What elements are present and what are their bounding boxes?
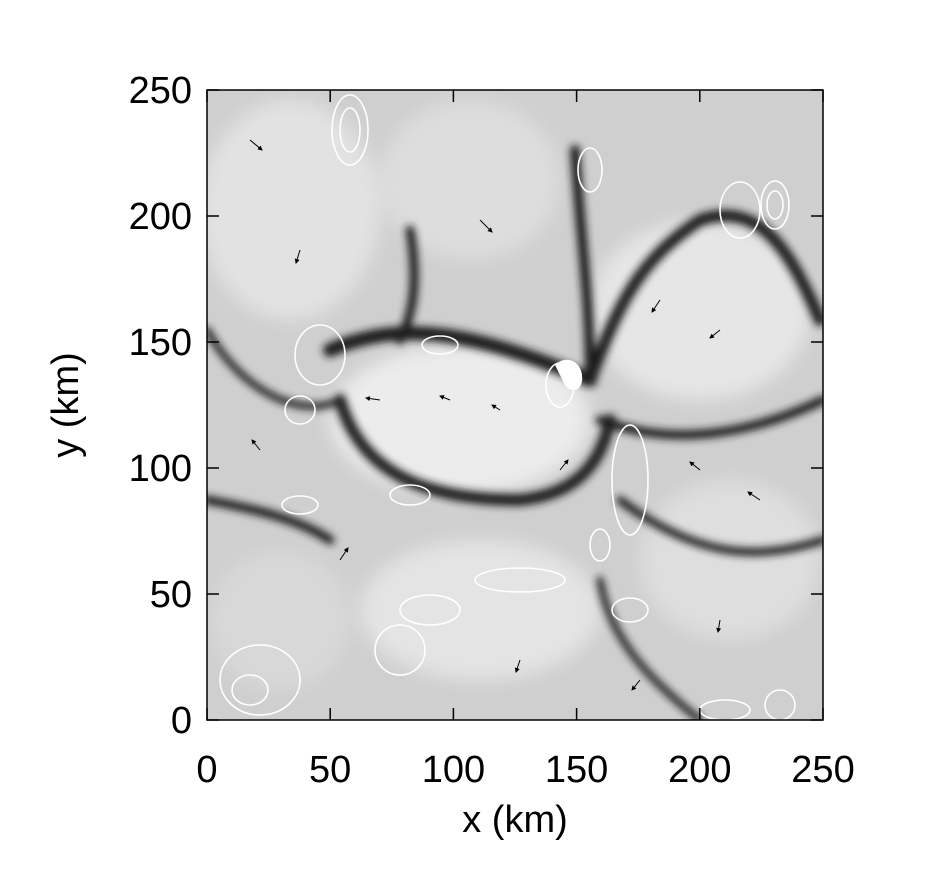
y-axis-label: y (km)	[45, 352, 87, 458]
plot-frame	[206, 89, 824, 721]
y-tick-label: 250	[129, 70, 192, 112]
y-tick-label: 200	[129, 196, 192, 238]
x-tick-label: 200	[668, 749, 731, 791]
x-tick-label: 0	[196, 749, 217, 791]
x-tick-label: 150	[545, 749, 608, 791]
x-tick-label: 100	[422, 749, 485, 791]
y-tick-label: 0	[171, 700, 192, 742]
y-tick-label: 100	[129, 448, 192, 490]
x-tick-label: 250	[791, 749, 854, 791]
y-tick-label: 50	[150, 574, 192, 616]
y-tick-label: 150	[129, 322, 192, 364]
field-image	[207, 90, 823, 720]
x-axis-label: x (km)	[462, 799, 568, 841]
x-tick-label: 50	[309, 749, 351, 791]
